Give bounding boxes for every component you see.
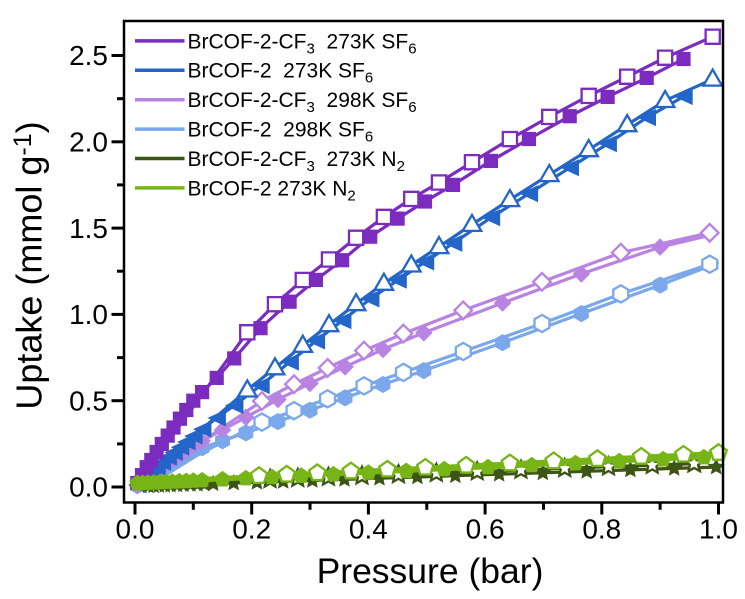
svg-text:1.0: 1.0 (699, 514, 738, 545)
svg-text:1.0: 1.0 (69, 299, 108, 330)
svg-text:2.5: 2.5 (69, 40, 108, 71)
svg-text:BrCOF-2-CF3 298K SF6: BrCOF-2-CF3 298K SF6 (188, 89, 417, 116)
svg-text:BrCOF-2 298K SF6: BrCOF-2 298K SF6 (188, 119, 374, 146)
svg-text:0.0: 0.0 (116, 514, 155, 545)
svg-text:0.4: 0.4 (349, 514, 388, 545)
svg-text:BrCOF-2-CF3 273K SF6: BrCOF-2-CF3 273K SF6 (188, 30, 417, 57)
svg-text:0.2: 0.2 (232, 514, 271, 545)
svg-text:BrCOF-2 273K N2: BrCOF-2 273K N2 (188, 177, 356, 204)
svg-text:Pressure (bar): Pressure (bar) (317, 551, 544, 591)
svg-text:Uptake (mmol g-1): Uptake (mmol g-1) (9, 121, 50, 409)
svg-text:0.0: 0.0 (69, 472, 108, 503)
svg-text:1.5: 1.5 (69, 213, 108, 244)
svg-text:BrCOF-2 273K SF6: BrCOF-2 273K SF6 (188, 60, 374, 87)
svg-text:0.5: 0.5 (69, 385, 108, 416)
svg-text:0.8: 0.8 (582, 514, 621, 545)
svg-text:0.6: 0.6 (466, 514, 505, 545)
svg-text:BrCOF-2-CF3 273K N2: BrCOF-2-CF3 273K N2 (188, 148, 405, 175)
svg-text:2.0: 2.0 (69, 127, 108, 158)
